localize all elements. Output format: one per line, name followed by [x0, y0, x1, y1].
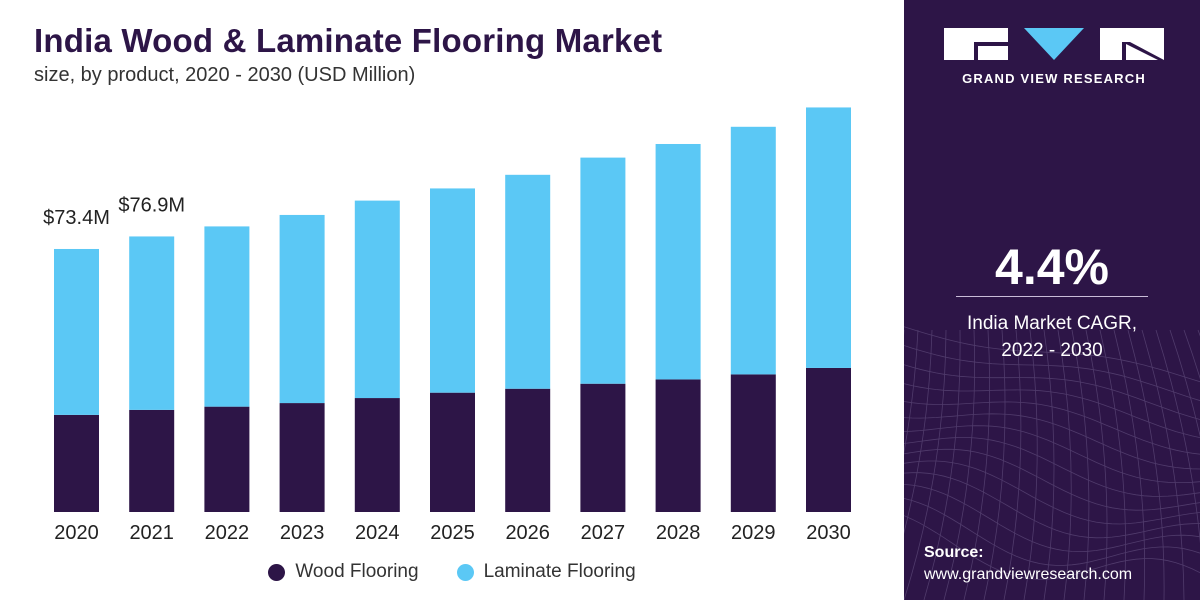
data-label-2021: $76.9M [118, 194, 185, 216]
cagr-label-line2: 2022 - 2030 [1001, 340, 1103, 361]
source-url: www.grandviewresearch.com [924, 566, 1133, 583]
cagr-label: India Market CAGR, 2022 - 2030 [904, 310, 1200, 364]
bar-laminate-flooring-2028 [655, 143, 701, 380]
bar-wood-flooring-2027 [580, 383, 626, 512]
bar-laminate-flooring-2020 [54, 248, 99, 415]
bar-wood-flooring-2022 [204, 406, 250, 512]
bar-laminate-flooring-2025 [430, 188, 475, 393]
legend-label-wood-flooring: Wood Flooring [295, 561, 419, 582]
bar-laminate-flooring-2030 [806, 107, 851, 368]
bar-laminate-flooring-2027 [580, 157, 626, 384]
bar-wood-flooring-2030 [806, 367, 851, 512]
legend-item-laminate-flooring: Laminate Flooring [456, 561, 636, 583]
legend-item-wood-flooring: Wood Flooring [268, 561, 419, 583]
bar-wood-flooring-2028 [655, 379, 701, 512]
bar-laminate-flooring-2029 [730, 126, 776, 375]
bar-wood-flooring-2023 [279, 403, 325, 512]
bar-wood-flooring-2026 [505, 388, 551, 512]
cagr-label-line1: India Market CAGR, [967, 313, 1137, 334]
legend-label-laminate-flooring: Laminate Flooring [483, 561, 636, 582]
x-tick-label-2024: 2024 [355, 522, 400, 544]
bar-laminate-flooring-2022 [204, 226, 250, 407]
bar-laminate-flooring-2023 [279, 214, 325, 404]
bar-laminate-flooring-2024 [354, 200, 400, 399]
x-tick-label-2029: 2029 [731, 522, 776, 544]
x-tick-label-2021: 2021 [129, 522, 174, 544]
bar-chart: 2020 2021 2022 2023 2024 2025 2026 2027 2028 2029… [43, 107, 851, 544]
side-panel: GRAND VIEW RESEARCH 4.4% India Market CA… [904, 0, 1200, 600]
bar-wood-flooring-2024 [354, 398, 400, 512]
x-tick-label-2020: 2020 [54, 522, 99, 544]
brand-logo-mark [944, 28, 1164, 60]
bar-wood-flooring-2020 [54, 414, 99, 512]
x-tick-label-2023: 2023 [280, 522, 325, 544]
legend-swatch-wood-flooring [268, 563, 286, 581]
bar-laminate-flooring-2021 [129, 236, 175, 410]
x-tick-label-2027: 2027 [581, 522, 626, 544]
bar-wood-flooring-2029 [730, 374, 776, 512]
legend-swatch-laminate-flooring [456, 563, 474, 581]
x-tick-label-2030: 2030 [806, 522, 851, 544]
bar-laminate-flooring-2026 [505, 174, 551, 389]
x-tick-label-2022: 2022 [205, 522, 250, 544]
cagr-divider [956, 296, 1148, 297]
x-tick-label-2025: 2025 [430, 522, 475, 544]
brand-name: GRAND VIEW RESEARCH [962, 71, 1146, 86]
chart-panel: India Wood & Laminate Flooring Market si… [0, 22, 904, 583]
x-tick-label-2026: 2026 [505, 522, 550, 544]
source-title: Source: [924, 544, 984, 561]
bar-wood-flooring-2025 [430, 392, 475, 512]
brand-logo: GRAND VIEW RESEARCH [944, 24, 1164, 86]
chart-title: India Wood & Laminate Flooring Market [34, 22, 663, 59]
x-tick-label-2028: 2028 [656, 522, 701, 544]
cagr-value: 4.4% [995, 239, 1109, 295]
legend: Wood Flooring Laminate Flooring [0, 561, 904, 583]
grid-wave-graphic [904, 326, 1200, 600]
chart-subtitle: size, by product, 2020 - 2030 (USD Milli… [34, 64, 416, 86]
data-label-2020: $73.4M [43, 207, 110, 229]
bar-wood-flooring-2021 [129, 409, 175, 512]
